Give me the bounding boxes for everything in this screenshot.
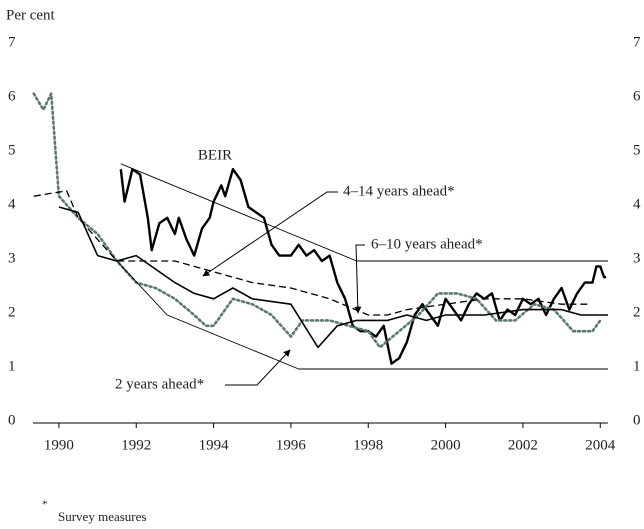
- y2-tick-label: 1: [633, 358, 641, 374]
- x-tick-label: 1998: [353, 437, 383, 453]
- y-tick-label: 0: [8, 412, 16, 428]
- y-tick-label: 7: [8, 34, 16, 50]
- annotation-arrow: [354, 244, 365, 314]
- x-tick-label: 1994: [199, 437, 230, 453]
- series-line: [58, 206, 608, 349]
- x-tick-label: 1996: [276, 437, 307, 453]
- series-line: [33, 190, 589, 316]
- x-tick-label: 1990: [44, 437, 74, 453]
- x-tick-label: 2002: [508, 437, 538, 453]
- annotation: 4–14 years ahead*: [343, 183, 455, 199]
- footnote-marker: *: [42, 499, 48, 511]
- y-tick-label: 1: [8, 358, 16, 374]
- annotation-arrow: [225, 349, 291, 386]
- annotation-arrow: [202, 191, 338, 277]
- x-tick-label: 2000: [431, 437, 461, 453]
- annotation: BEIR: [198, 147, 232, 163]
- y-tick-label: 5: [8, 142, 16, 158]
- y-tick-label: 2: [8, 304, 16, 320]
- y-tick-label: 3: [8, 250, 16, 266]
- series-line: [120, 163, 608, 262]
- series-line: [116, 260, 608, 370]
- x-tick-label: 2004: [585, 437, 616, 453]
- annotation: 6–10 years ahead*: [371, 236, 483, 252]
- y2-tick-label: 0: [633, 412, 641, 428]
- y-tick-label: 6: [8, 88, 16, 104]
- y-tick-label: 4: [8, 196, 16, 212]
- annotation: 2 years ahead*: [115, 376, 204, 392]
- y2-tick-label: 4: [633, 196, 641, 212]
- y-axis-label: Per cent: [6, 7, 56, 23]
- series-line: [32, 92, 602, 349]
- y2-tick-label: 2: [633, 304, 641, 320]
- x-tick-label: 1992: [121, 437, 151, 453]
- y2-tick-label: 7: [633, 34, 641, 50]
- y2-tick-label: 6: [633, 88, 641, 104]
- footnote: Survey measures: [58, 509, 146, 524]
- y2-tick-label: 3: [633, 250, 641, 266]
- y2-tick-label: 5: [633, 142, 641, 158]
